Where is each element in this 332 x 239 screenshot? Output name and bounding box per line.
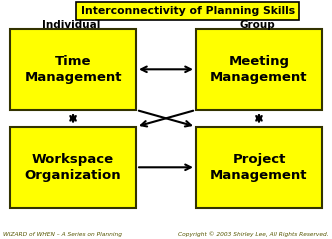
FancyBboxPatch shape (10, 29, 136, 110)
Text: Copyright © 2003 Shirley Lee, All Rights Reserved.: Copyright © 2003 Shirley Lee, All Rights… (178, 231, 329, 237)
Text: Group: Group (239, 20, 275, 30)
Text: Interconnectivity of Planning Skills: Interconnectivity of Planning Skills (81, 6, 294, 16)
FancyBboxPatch shape (10, 127, 136, 208)
FancyBboxPatch shape (196, 29, 322, 110)
Text: Project
Management: Project Management (210, 153, 308, 182)
Text: Meeting
Management: Meeting Management (210, 55, 308, 84)
Text: WIZARD of WHEN – A Series on Planning: WIZARD of WHEN – A Series on Planning (3, 232, 122, 237)
FancyBboxPatch shape (196, 127, 322, 208)
Text: Time
Management: Time Management (24, 55, 122, 84)
Text: Individual: Individual (42, 20, 101, 30)
FancyBboxPatch shape (76, 2, 299, 20)
Text: Workspace
Organization: Workspace Organization (25, 153, 122, 182)
